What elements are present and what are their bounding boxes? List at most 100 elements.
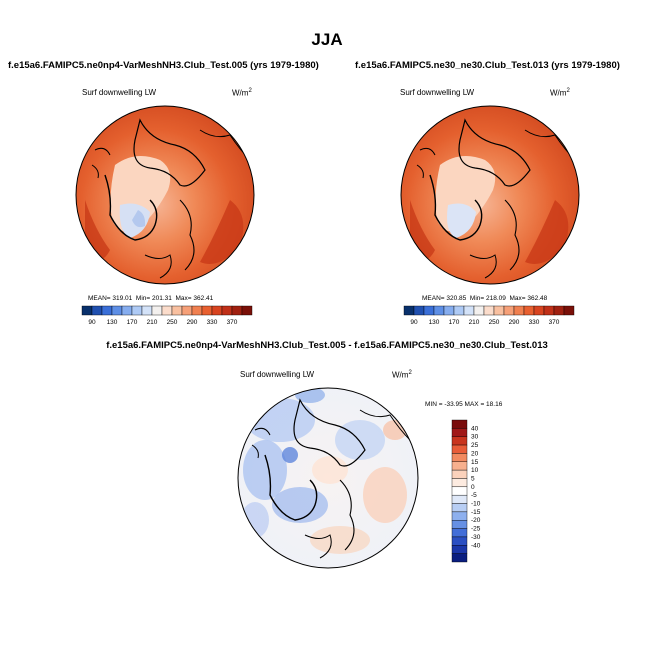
page-title: JJA <box>311 30 343 49</box>
colorbar-swatch <box>451 486 468 496</box>
colorbar-swatch <box>513 305 525 316</box>
map-1 <box>75 105 255 285</box>
colorbar-tick-label: 210 <box>147 319 158 326</box>
colorbar-swatch <box>451 494 468 504</box>
colorbar-tick-label: 170 <box>127 319 138 326</box>
colorbar-tick-label: 90 <box>410 319 418 326</box>
panel-2-title: f.e15a6.FAMIPC5.ne30_ne30.Club_Test.013 … <box>355 60 620 71</box>
panel-3-stats: MIN = -33.95 MAX = 18.16 <box>425 401 503 408</box>
colorbar-swatch <box>101 305 113 316</box>
colorbar-swatch <box>451 453 468 462</box>
colorbar-swatch <box>191 305 203 316</box>
colorbar-swatch <box>451 419 468 429</box>
colorbar-tick-label: 290 <box>187 319 198 326</box>
colorbar-swatch <box>171 305 183 316</box>
panel-1-title: f.e15a6.FAMIPC5.ne0np4-VarMeshNH3.Club_T… <box>8 60 319 71</box>
colorbar-tick-label: 25 <box>471 442 479 449</box>
colorbar-swatch <box>241 305 253 316</box>
colorbar-swatch <box>403 305 415 316</box>
colorbar-tick-label: -5 <box>471 492 477 499</box>
panel-1-variable: Surf downwelling LW <box>82 88 157 97</box>
colorbar-swatch <box>463 305 475 316</box>
panel-3-units: W/m2 <box>392 370 412 380</box>
colorbar-swatch <box>413 305 425 316</box>
colorbar-swatch <box>533 305 545 316</box>
colorbar-swatch <box>451 428 468 437</box>
colorbar-swatch <box>451 436 468 446</box>
colorbar-swatch <box>473 305 485 316</box>
colorbar-swatch <box>91 305 103 316</box>
colorbar-swatch <box>563 305 575 316</box>
colorbar-swatch <box>451 461 468 471</box>
colorbar-tick-label: 20 <box>471 450 479 457</box>
colorbar-tick-label: -10 <box>471 501 481 508</box>
colorbar-swatch <box>451 545 468 554</box>
colorbar-swatch <box>483 305 495 316</box>
colorbar-tick-label: 170 <box>449 319 460 326</box>
colorbar-tick-label: 40 <box>471 425 479 432</box>
colorbar-swatch <box>451 511 468 521</box>
colorbar-2: 90 130 170 210 250 290 330 370 <box>403 305 575 326</box>
panel-2-variable: Surf downwelling LW <box>400 88 475 97</box>
panel-1-units: W/m2 <box>232 88 252 98</box>
colorbar-swatch <box>453 305 465 316</box>
colorbar-tick-label: 0 <box>471 484 475 491</box>
panel-2-stats: MEAN= 320.85 Min= 218.09 Max= 362.48 <box>422 295 548 302</box>
colorbar-swatch <box>423 305 435 316</box>
map-3 <box>237 387 419 569</box>
colorbar-tick-label: 130 <box>107 319 118 326</box>
colorbar-swatch <box>451 478 468 488</box>
colorbar-swatch <box>451 553 468 563</box>
colorbar-tick-label: -30 <box>471 534 481 541</box>
colorbar-tick-label: 30 <box>471 434 479 441</box>
colorbar-swatch <box>451 520 468 529</box>
colorbar-swatch <box>181 305 193 316</box>
colorbar-swatch <box>493 305 505 316</box>
colorbar-swatch <box>161 305 173 316</box>
panel-2-units: W/m2 <box>550 88 570 98</box>
colorbar-swatch <box>443 305 455 316</box>
colorbar-tick-label: 210 <box>469 319 480 326</box>
colorbar-swatch <box>433 305 445 316</box>
colorbar-tick-label: -15 <box>471 509 481 516</box>
panel-1-stats: MEAN= 319.01 Min= 201.31 Max= 362.41 <box>88 295 214 302</box>
colorbar-swatch <box>231 305 243 316</box>
colorbar-tick-label: 370 <box>227 319 238 326</box>
colorbar-tick-label: -20 <box>471 517 481 524</box>
colorbar-swatch <box>81 305 93 316</box>
colorbar-tick-label: 370 <box>549 319 560 326</box>
colorbar-tick-label: 250 <box>489 319 500 326</box>
colorbar-tick-label: -40 <box>471 542 481 549</box>
colorbar-tick-label: 5 <box>471 475 475 482</box>
panel-3-variable: Surf downwelling LW <box>240 370 315 379</box>
colorbar-swatch <box>151 305 163 316</box>
colorbar-tick-label: 330 <box>529 319 540 326</box>
colorbar-swatch <box>553 305 565 316</box>
colorbar-swatch <box>131 305 143 316</box>
colorbar-tick-label: 330 <box>207 319 218 326</box>
colorbar-tick-label: 15 <box>471 459 479 466</box>
colorbar-swatch <box>523 305 535 316</box>
colorbar-swatch <box>201 305 213 316</box>
colorbar-tick-label: 10 <box>471 467 479 474</box>
colorbar-swatch <box>543 305 555 316</box>
colorbar-tick-label: 90 <box>88 319 96 326</box>
colorbar-tick-label: 130 <box>429 319 440 326</box>
colorbar-swatch <box>211 305 223 316</box>
colorbar-tick-label: -25 <box>471 526 481 533</box>
colorbar-swatch <box>221 305 233 316</box>
panel-3-title: f.e15a6.FAMIPC5.ne0np4-VarMeshNH3.Club_T… <box>106 340 548 351</box>
colorbar-swatch <box>451 469 468 479</box>
colorbar-tick-label: 290 <box>509 319 520 326</box>
colorbar-swatch <box>451 536 468 546</box>
colorbar-swatch <box>141 305 153 316</box>
colorbar-swatch <box>451 444 468 454</box>
colorbar-tick-label: 250 <box>167 319 178 326</box>
colorbar-1: 90 130 170 210 250 290 330 370 <box>81 305 253 326</box>
colorbar-swatch <box>451 528 468 538</box>
colorbar-swatch <box>121 305 133 316</box>
map-2 <box>400 105 580 285</box>
colorbar-swatch <box>451 503 468 513</box>
